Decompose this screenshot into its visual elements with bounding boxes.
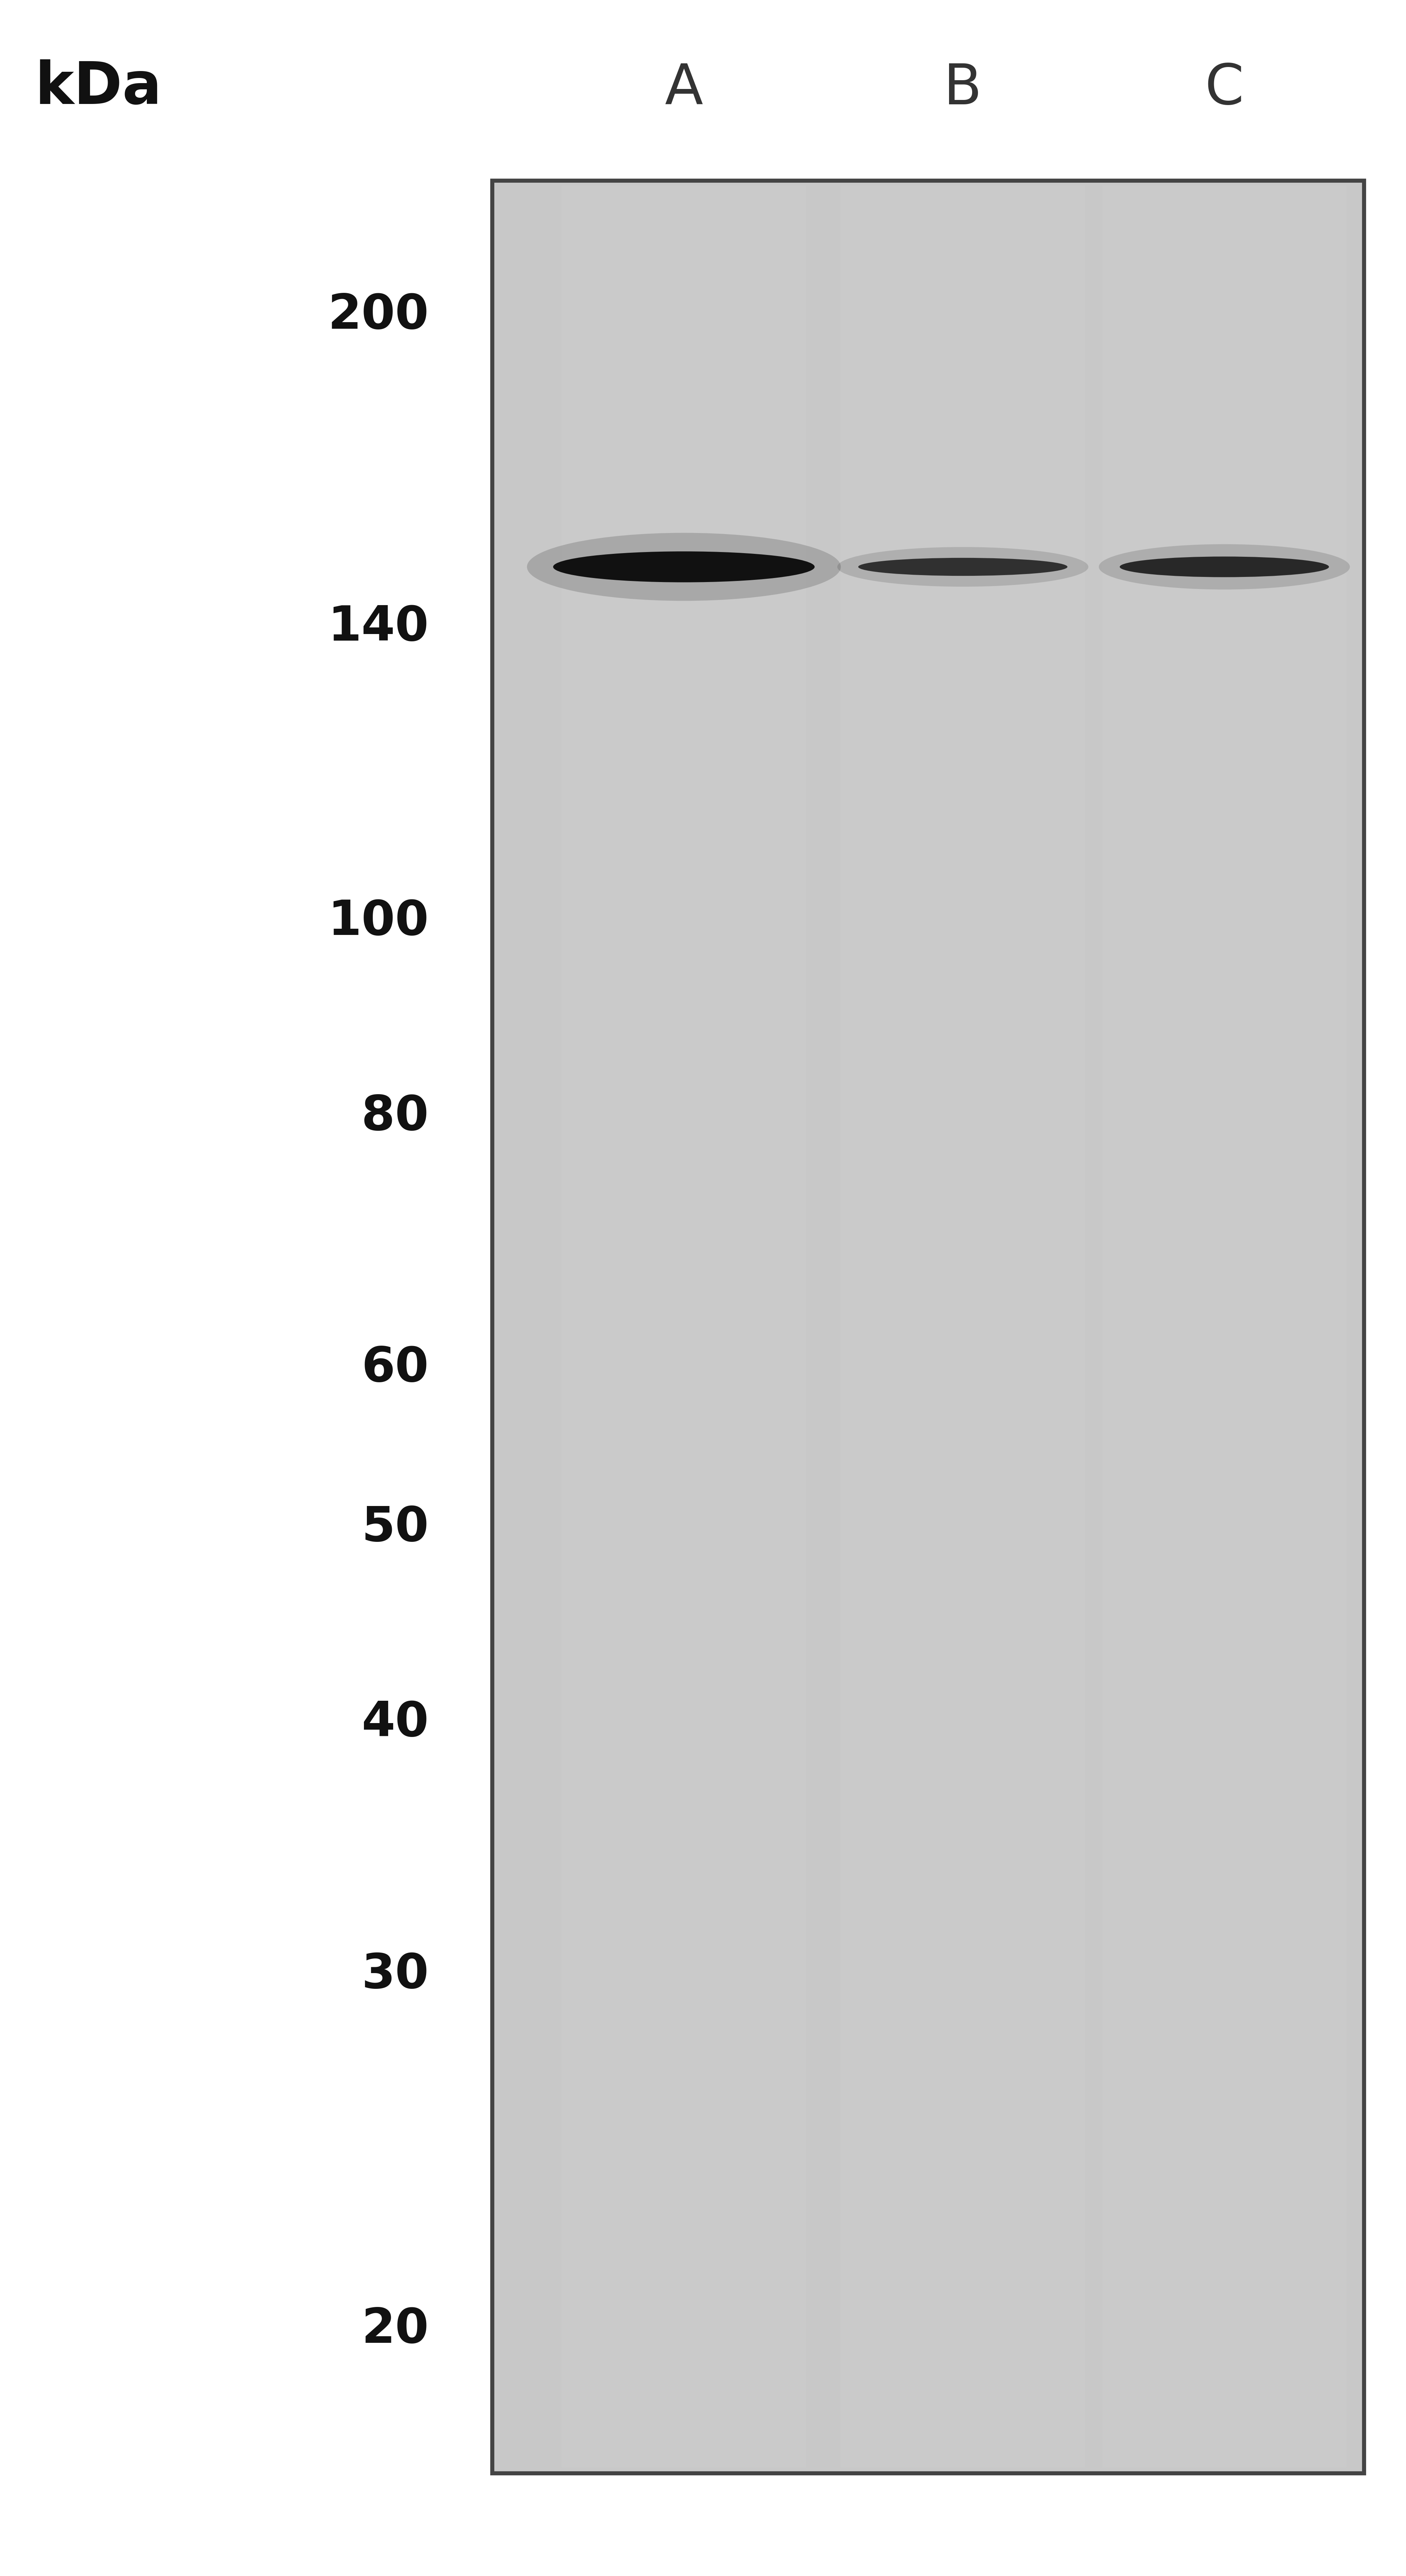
- Text: 80: 80: [361, 1092, 429, 1141]
- Ellipse shape: [527, 533, 841, 600]
- Ellipse shape: [838, 546, 1088, 587]
- Text: C: C: [1205, 62, 1244, 116]
- Text: 200: 200: [328, 291, 429, 337]
- Text: 40: 40: [361, 1700, 429, 1747]
- Ellipse shape: [1119, 556, 1329, 577]
- Text: 30: 30: [361, 1953, 429, 1999]
- Bar: [562, 185, 806, 2468]
- Ellipse shape: [1099, 544, 1350, 590]
- Text: 60: 60: [361, 1345, 429, 1391]
- Bar: [841, 185, 1085, 2468]
- Bar: [1102, 185, 1347, 2468]
- Ellipse shape: [858, 559, 1067, 577]
- Ellipse shape: [553, 551, 814, 582]
- FancyBboxPatch shape: [492, 180, 1364, 2473]
- Text: 50: 50: [361, 1504, 429, 1551]
- Text: kDa: kDa: [35, 59, 162, 116]
- Text: 100: 100: [328, 899, 429, 945]
- Text: A: A: [665, 62, 703, 116]
- Text: 20: 20: [361, 2306, 429, 2352]
- Text: B: B: [943, 62, 981, 116]
- Text: 140: 140: [328, 603, 429, 649]
